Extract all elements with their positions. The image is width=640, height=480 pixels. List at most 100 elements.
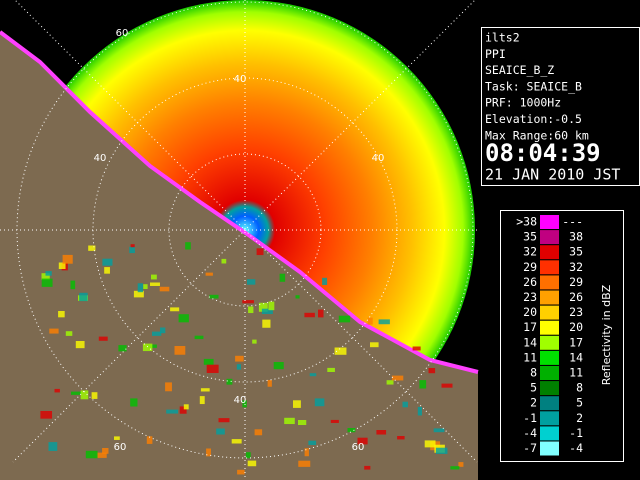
land-echo [49,328,59,334]
range-label: 60 [352,442,365,453]
land-echo [428,368,436,374]
land-echo [143,284,148,289]
land-echo [252,339,257,344]
legend-high: 26 [569,290,583,304]
legend-high: 14 [569,350,583,364]
land-echo [88,245,96,251]
land-echo [102,258,113,266]
land-echo [298,460,311,467]
land-echo [102,448,109,454]
land-echo [85,450,98,459]
range-label: 40 [94,153,107,164]
info-line: Max Range:60 km [485,128,589,142]
land-echo [142,343,153,352]
land-echo [75,341,85,349]
range-label: 40 [372,153,385,164]
land-echo [62,254,73,264]
land-echo [268,301,275,311]
land-echo [48,442,58,451]
legend-low: 32 [523,245,537,259]
legend-high: 20 [569,320,583,334]
land-echo [58,262,66,270]
land-echo [166,409,179,414]
land-echo [347,428,356,433]
land-echo [146,436,153,444]
legend-high: 23 [569,305,583,319]
legend-low: 26 [523,275,537,289]
land-echo [96,452,107,458]
legend-high: 8 [576,381,583,395]
land-echo [242,400,247,408]
info-line: SEAICE_B_Z [485,63,554,77]
land-echo [338,315,351,323]
land-echo [242,300,254,304]
land-echo [179,406,187,414]
land-echo [267,380,272,387]
legend-swatch [540,230,559,245]
legend-swatch [540,335,559,350]
land-echo [206,364,219,373]
info-lines: ilts2 PPI SEAICE_B_Z Task: SEAICE_B PRF: 100… [485,31,589,143]
legend-swatch [540,305,559,320]
land-echo [441,383,453,388]
land-echo [221,258,227,264]
range-label: 40 [234,395,247,406]
legend-low: 20 [523,305,537,319]
land-echo [412,346,421,351]
legend-swatch [540,441,559,456]
land-echo [237,469,245,475]
land-echo [178,314,189,323]
date: 21 JAN 2010 JST [485,166,620,184]
legend-low: 5 [530,381,537,395]
land-echo [295,295,300,299]
legend-swatch [540,350,559,365]
legend-low: 35 [523,230,537,244]
land-echo [304,312,315,318]
legend-high: 5 [576,396,583,410]
legend-high: 35 [569,245,583,259]
legend-low: -7 [523,441,537,455]
land-echo [330,419,339,423]
land-echo [262,319,271,328]
legend-high: 2 [576,411,583,425]
legend-swatch [540,411,559,426]
legend-swatch [540,215,559,229]
land-echo [298,420,307,426]
land-echo [235,355,244,362]
land-echo [424,440,436,448]
range-label: 40 [234,74,247,85]
land-echo [364,465,371,470]
range-label: 60 [116,28,129,39]
land-echo [216,428,225,435]
land-echo [71,391,82,395]
land-echo [391,375,404,381]
land-echo [209,294,219,299]
land-echo [254,429,263,436]
land-echo [279,273,286,282]
land-echo [236,364,242,370]
land-echo [174,346,186,355]
land-echo [70,280,76,290]
legend-low: 17 [523,320,537,334]
land-echo [41,278,53,287]
land-echo [357,437,368,445]
land-echo [151,274,157,280]
land-echo [248,306,254,314]
land-echo [114,436,120,440]
land-echo [376,430,387,435]
land-echo [367,317,373,325]
legend-swatch [540,381,559,396]
legend-swatch [540,290,559,305]
land-echo [247,279,256,285]
land-echo [322,277,328,285]
land-echo [185,242,191,250]
land-echo [118,345,127,352]
land-echo [231,439,242,444]
range-label: 60 [114,442,127,453]
land-echo [245,452,251,459]
land-echo [309,373,317,377]
land-echo [284,417,295,425]
land-echo [226,378,233,385]
info-line: ilts2 [485,31,520,45]
